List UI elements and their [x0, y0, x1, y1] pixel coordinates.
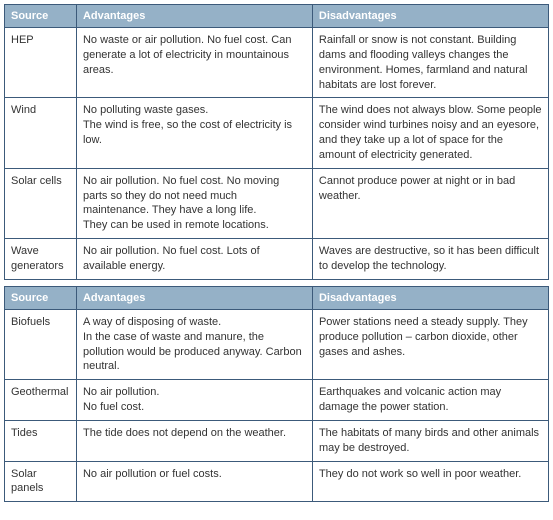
- energy-table-1: Source Advantages Disadvantages HEP No w…: [4, 4, 549, 280]
- table-header-row: Source Advantages Disadvantages: [5, 286, 549, 309]
- cell-advantages: No air pollution or fuel costs.: [76, 461, 312, 502]
- cell-source: Wave generators: [5, 239, 77, 280]
- cell-source: Solar panels: [5, 461, 77, 502]
- cell-advantages: No waste or air pollution. No fuel cost.…: [76, 28, 312, 98]
- table-row: Wave generators No air pollution. No fue…: [5, 239, 549, 280]
- table-row: Wind No polluting waste gases.The wind i…: [5, 98, 549, 168]
- table-row: Biofuels A way of disposing of waste.In …: [5, 309, 549, 379]
- energy-table-2: Source Advantages Disadvantages Biofuels…: [4, 286, 549, 502]
- cell-source: Biofuels: [5, 309, 77, 379]
- table-row: HEP No waste or air pollution. No fuel c…: [5, 28, 549, 98]
- cell-disadvantages: Earthquakes and volcanic action may dama…: [312, 380, 548, 421]
- cell-advantages: The tide does not depend on the weather.: [76, 420, 312, 461]
- table-row: Solar panels No air pollution or fuel co…: [5, 461, 549, 502]
- cell-source: Geothermal: [5, 380, 77, 421]
- cell-disadvantages: Power stations need a steady supply. The…: [312, 309, 548, 379]
- header-disadvantages: Disadvantages: [312, 5, 548, 28]
- table-row: Tides The tide does not depend on the we…: [5, 420, 549, 461]
- cell-advantages: No air pollution. No fuel cost. Lots of …: [76, 239, 312, 280]
- cell-disadvantages: The habitats of many birds and other ani…: [312, 420, 548, 461]
- header-disadvantages: Disadvantages: [312, 286, 548, 309]
- cell-source: Tides: [5, 420, 77, 461]
- cell-disadvantages: The wind does not always blow. Some peop…: [312, 98, 548, 168]
- header-advantages: Advantages: [76, 286, 312, 309]
- cell-disadvantages: Cannot produce power at night or in bad …: [312, 168, 548, 238]
- cell-source: Wind: [5, 98, 77, 168]
- cell-disadvantages: Rainfall or snow is not constant. Buildi…: [312, 28, 548, 98]
- cell-advantages: No air pollution.No fuel cost.: [76, 380, 312, 421]
- cell-advantages: No air pollution. No fuel cost. No movin…: [76, 168, 312, 238]
- cell-advantages: A way of disposing of waste.In the case …: [76, 309, 312, 379]
- header-advantages: Advantages: [76, 5, 312, 28]
- header-source: Source: [5, 5, 77, 28]
- header-source: Source: [5, 286, 77, 309]
- cell-source: Solar cells: [5, 168, 77, 238]
- table-row: Geothermal No air pollution.No fuel cost…: [5, 380, 549, 421]
- cell-source: HEP: [5, 28, 77, 98]
- cell-disadvantages: Waves are destructive, so it has been di…: [312, 239, 548, 280]
- table-row: Solar cells No air pollution. No fuel co…: [5, 168, 549, 238]
- table-header-row: Source Advantages Disadvantages: [5, 5, 549, 28]
- cell-disadvantages: They do not work so well in poor weather…: [312, 461, 548, 502]
- cell-advantages: No polluting waste gases.The wind is fre…: [76, 98, 312, 168]
